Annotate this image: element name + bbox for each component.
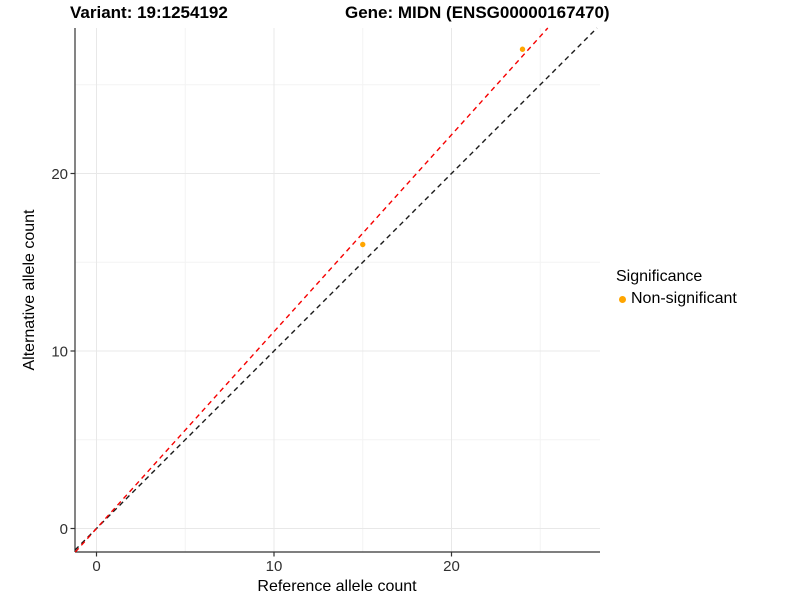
legend-entry-label: Non-significant xyxy=(631,290,737,307)
legend-title: Significance xyxy=(616,268,703,285)
y-tick-label: 10 xyxy=(51,344,68,361)
x-axis-title: Reference allele count xyxy=(257,578,417,595)
x-tick-label: 0 xyxy=(92,558,100,575)
y-tick-label: 0 xyxy=(60,521,68,538)
data-point xyxy=(519,46,526,52)
legend-entry: Non-significant xyxy=(616,290,737,308)
y-axis-title: Alternative allele count xyxy=(21,209,38,371)
fit-line xyxy=(74,27,549,553)
data-point xyxy=(360,241,366,248)
legend: Significance Non-significant xyxy=(616,268,737,308)
x-tick-label: 10 xyxy=(266,558,283,575)
chart-layer: 0 10 20 0 10 20 xyxy=(51,27,600,575)
plot-title-variant: Variant: 19:1254192 xyxy=(70,3,228,22)
legend-key-dot xyxy=(619,295,626,303)
x-tick-label: 20 xyxy=(443,558,460,575)
plot-title-gene: Gene: MIDN (ENSG00000167470) xyxy=(345,3,610,22)
y-tick-label: 20 xyxy=(51,166,68,183)
identity-line xyxy=(74,27,598,551)
